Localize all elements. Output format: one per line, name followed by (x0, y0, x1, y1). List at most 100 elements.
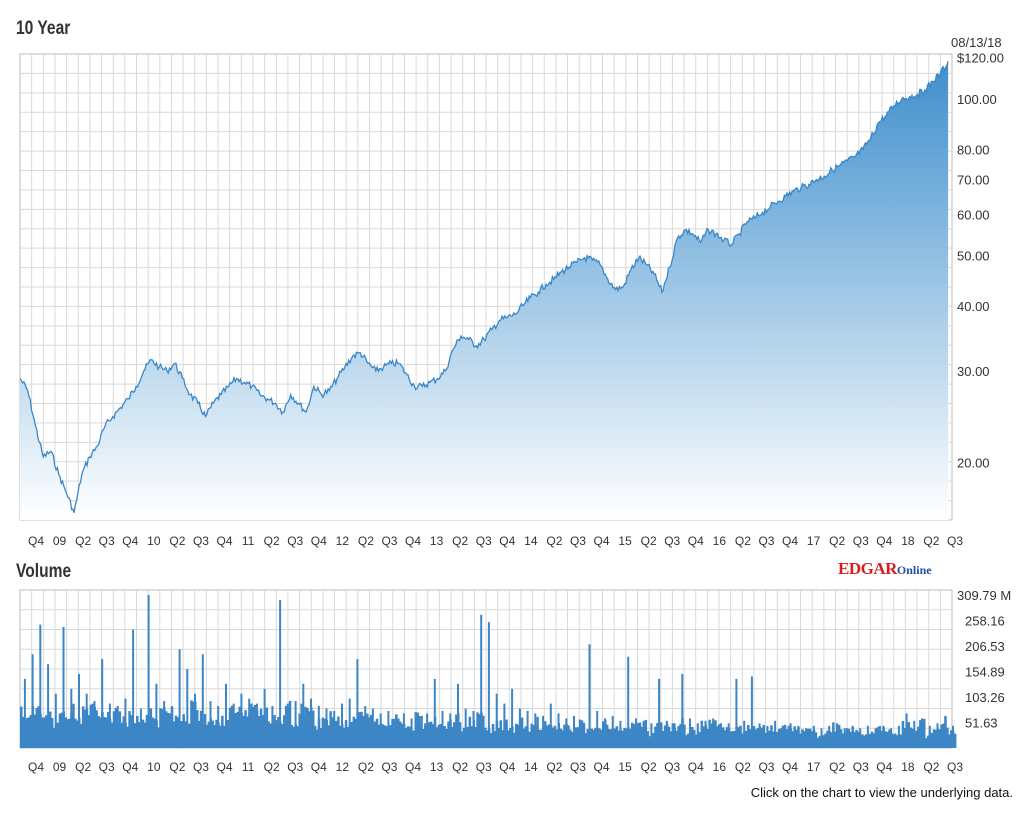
volume-bar (830, 732, 833, 748)
volume-bar (267, 721, 270, 748)
volume-bar (845, 728, 849, 748)
volume-bar (779, 728, 783, 748)
volume-bar (524, 726, 528, 748)
volume-spike-bar (387, 711, 390, 748)
price-x-tick-label: Q2 (641, 534, 657, 548)
volume-spike-bar (371, 708, 374, 748)
volume-bar (563, 724, 566, 748)
volume-spike-bar (557, 713, 560, 748)
volume-bar (837, 724, 841, 748)
volume-bar (652, 732, 655, 748)
volume-bar (847, 728, 851, 748)
volume-bar (586, 729, 589, 748)
volume-spike-bar (627, 656, 630, 748)
volume-bar (238, 706, 241, 748)
volume-bar (321, 717, 325, 748)
volume-bar (184, 721, 187, 748)
volume-bar (793, 726, 796, 748)
price-y-tick-label: 40.00 (957, 299, 990, 314)
volume-x-tick-label: Q3 (193, 760, 209, 774)
volume-bar (203, 714, 207, 748)
volume-spike-bar (170, 706, 173, 748)
volume-bar (607, 729, 611, 748)
volume-bar (252, 706, 255, 748)
volume-x-tick-label: Q4 (499, 760, 515, 774)
volume-bar (358, 712, 361, 748)
volume-bar (74, 718, 77, 748)
volume-bar (776, 732, 779, 748)
volume-bar (362, 716, 365, 748)
volume-bar (226, 719, 230, 748)
chart-title: 10 Year (16, 18, 71, 39)
volume-x-tick-label: Q3 (99, 760, 115, 774)
volume-bar (648, 736, 651, 748)
volume-bar (582, 722, 586, 748)
volume-bar (629, 728, 632, 748)
volume-bar (530, 723, 533, 748)
volume-bar (130, 715, 133, 748)
price-x-tick-label: Q3 (570, 534, 586, 548)
volume-spike-bar (619, 720, 622, 748)
volume-y-tick-label: 103.26 (965, 690, 1005, 705)
volume-bar (528, 731, 531, 748)
volume-bar (474, 727, 477, 748)
volume-bar (737, 727, 740, 748)
volume-spike-bar (155, 683, 158, 748)
volume-bar (182, 714, 185, 748)
volume-bar (397, 718, 400, 748)
price-x-tick-label: 17 (807, 534, 821, 548)
volume-bar (683, 724, 686, 748)
volume-spike-bar (812, 725, 815, 748)
volume-y-tick-label: 154.89 (965, 665, 1005, 680)
price-x-tick-label: Q2 (75, 534, 91, 548)
volume-spike-bar (750, 676, 753, 748)
volume-bar (938, 729, 941, 748)
volume-bar (934, 729, 938, 748)
volume-bar (915, 730, 918, 748)
price-x-tick-label: Q4 (688, 534, 704, 548)
volume-bar (306, 708, 309, 748)
volume-bar (493, 731, 497, 748)
volume-bar (221, 715, 224, 748)
volume-bar (810, 731, 814, 748)
price-x-tick-label: Q3 (381, 534, 397, 548)
volume-spike-bar (310, 698, 312, 748)
volume-bar (399, 721, 402, 748)
volume-spike-bar (302, 683, 305, 748)
volume-bar (923, 719, 926, 748)
volume-bar (538, 729, 541, 748)
volume-bar (948, 734, 951, 748)
volume-chart[interactable]: 309.79 M 258.16 206.53 154.89 103.26 51.63 Q4 0… (0, 578, 1020, 818)
volume-bar (662, 731, 665, 748)
volume-bar (265, 707, 269, 748)
price-x-tick-label: Q2 (452, 534, 468, 548)
volume-bar (894, 733, 897, 748)
volume-bar (679, 723, 682, 748)
volume-spike-bar (186, 669, 189, 748)
volume-bar (95, 710, 98, 748)
volume-bar (331, 717, 334, 748)
volume-spike-bar (178, 649, 181, 749)
volume-bar (290, 725, 294, 748)
volume-bar (617, 730, 620, 748)
volume-bar (946, 727, 949, 748)
volume-bar (816, 737, 820, 748)
volume-bar (360, 711, 363, 748)
volume-bar (443, 726, 446, 748)
volume-bar (190, 700, 193, 748)
price-chart[interactable]: $120.00 100.00 80.00 70.00 60.00 50.00 40.00 30… (0, 0, 1020, 560)
volume-bar (223, 725, 226, 748)
volume-bar (872, 733, 876, 748)
volume-bar (745, 730, 748, 748)
volume-spike-bar (124, 698, 127, 748)
volume-bar (901, 721, 905, 748)
volume-bar (559, 728, 562, 748)
volume-bar (785, 729, 789, 748)
volume-bar (505, 719, 508, 748)
volume-bar (953, 733, 957, 748)
volume-bar (660, 722, 663, 748)
edgar-online-logo: EDGAROnline (838, 559, 932, 579)
volume-bar (706, 728, 709, 748)
footer-note[interactable]: Click on the chart to view the underlyin… (750, 785, 1013, 800)
